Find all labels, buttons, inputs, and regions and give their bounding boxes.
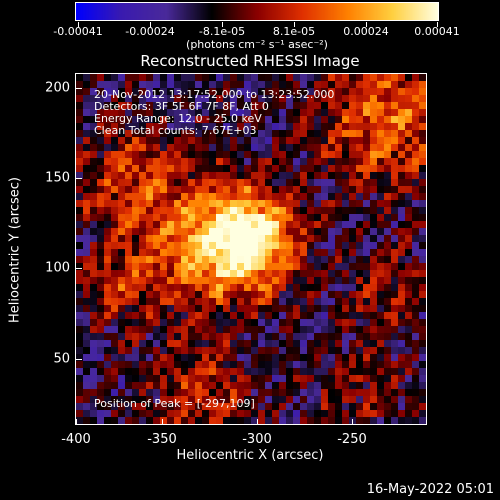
- footer-date: 16-May-2022 05:01: [366, 482, 494, 497]
- colorbar-tick: [150, 22, 151, 27]
- y-tick-label: 100: [45, 260, 70, 276]
- colorbar-tick: [437, 22, 438, 27]
- detectors-annotation: Detectors: 3F 5F 6F 7F 8F, Att 0: [94, 100, 269, 113]
- time-range-annotation: 20-Nov-2012 13:17:52.000 to 13:23:52.000: [94, 88, 335, 101]
- colorbar-tick: [222, 22, 223, 27]
- clean-counts-annotation: Clean Total counts: 7.67E+03: [94, 124, 257, 137]
- x-tick-label: -250: [337, 432, 367, 447]
- colorbar-tick-label: 0.00041: [414, 25, 460, 38]
- colorbar-tick-label: -8.1e-05: [198, 25, 246, 38]
- plot-frame: [75, 73, 427, 425]
- x-tick: [257, 419, 258, 425]
- colorbar: [75, 2, 439, 21]
- y-tick: [76, 88, 82, 89]
- y-axis-title: Heliocentric Y (arcsec): [7, 177, 23, 323]
- colorbar-tick: [78, 22, 79, 27]
- peak-position-annotation: Position of Peak = [-297,109]: [94, 397, 255, 410]
- colorbar-tick-label: 0.00024: [343, 25, 389, 38]
- y-tick: [76, 178, 82, 179]
- y-tick: [76, 359, 82, 360]
- x-tick-label: -350: [147, 432, 177, 447]
- x-tick-label: -400: [61, 432, 91, 447]
- y-tick: [76, 268, 82, 269]
- y-tick-label: 150: [45, 170, 70, 186]
- x-tick: [76, 419, 77, 425]
- plot-title: Reconstructed RHESSI Image: [140, 52, 360, 70]
- colorbar-tick: [366, 22, 367, 27]
- energy-annotation: Energy Range: 12.0 - 25.0 keV: [94, 112, 262, 125]
- colorbar-tick-label: 8.1e-05: [272, 25, 316, 38]
- x-tick: [352, 419, 353, 425]
- colorbar-tick-label: -0.00024: [125, 25, 175, 38]
- y-tick-label: 50: [53, 351, 70, 367]
- x-axis-title: Heliocentric X (arcsec): [176, 448, 324, 463]
- y-tick-label: 200: [45, 80, 70, 96]
- x-tick: [162, 419, 163, 425]
- colorbar-units: (photons cm⁻² s⁻¹ asec⁻²): [186, 38, 328, 51]
- rhessi-image: [76, 74, 426, 424]
- x-tick-label: -300: [242, 432, 272, 447]
- colorbar-tick-label: -0.00041: [53, 25, 103, 38]
- colorbar-tick: [294, 22, 295, 27]
